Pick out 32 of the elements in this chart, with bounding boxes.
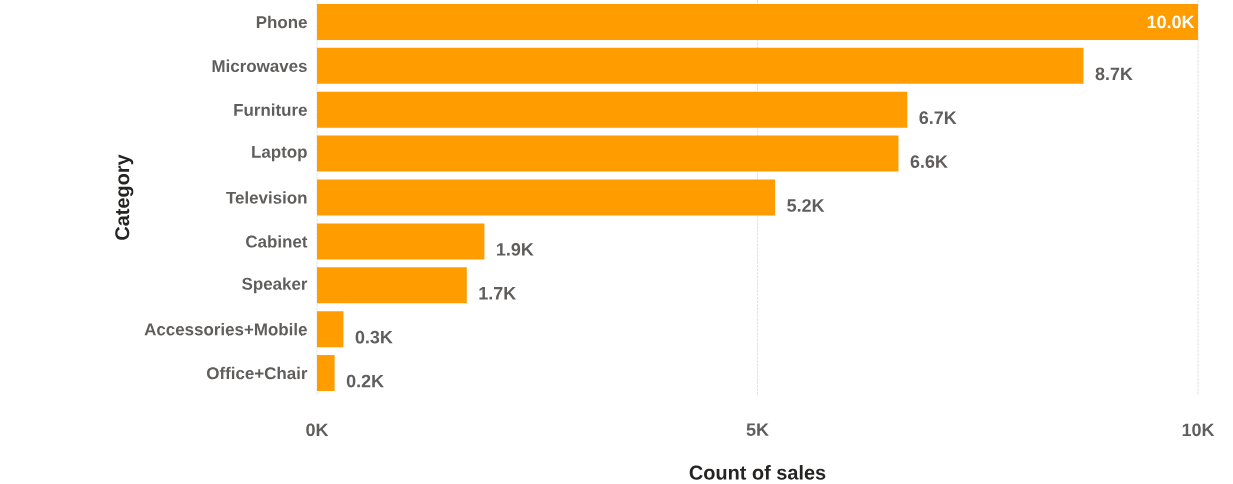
data-label: 10.0K	[1147, 15, 1195, 29]
bar	[317, 179, 776, 216]
y-tick-label: Furniture	[234, 103, 307, 116]
x-axis-title: Count of sales	[689, 465, 826, 480]
bar	[317, 91, 908, 128]
bar	[317, 3, 1199, 40]
data-label: 8.7K	[1095, 67, 1133, 81]
data-label: 0.3K	[355, 330, 393, 344]
y-tick-label: Microwaves	[212, 59, 307, 73]
y-tick-label: Accessories+Mobile	[144, 322, 307, 336]
y-tick-label: Speaker	[242, 277, 308, 294]
data-label: 1.9K	[497, 243, 534, 256]
bar	[317, 135, 899, 172]
bar	[317, 311, 344, 348]
data-label: 1.7K	[479, 287, 516, 300]
data-label: 5.2K	[787, 199, 825, 212]
x-tick-label: 5K	[746, 423, 769, 437]
y-tick-label: Laptop	[252, 146, 307, 162]
data-label: 0.2K	[346, 374, 384, 388]
y-tick-label: Office+Chair	[206, 366, 308, 380]
y-tick-label: Cabinet	[246, 235, 308, 248]
x-tick-label: 0K	[306, 423, 329, 437]
y-axis-title: Category	[115, 154, 134, 240]
bar	[317, 223, 485, 260]
data-label: 6.7K	[919, 111, 957, 125]
data-label: 6.6K	[910, 155, 948, 168]
y-tick-label: Television	[226, 191, 307, 204]
y-tick-label: Phone	[256, 15, 307, 29]
bar	[317, 267, 467, 304]
bar	[317, 355, 335, 392]
x-tick-label: 10K	[1182, 423, 1215, 437]
bar	[317, 47, 1084, 84]
